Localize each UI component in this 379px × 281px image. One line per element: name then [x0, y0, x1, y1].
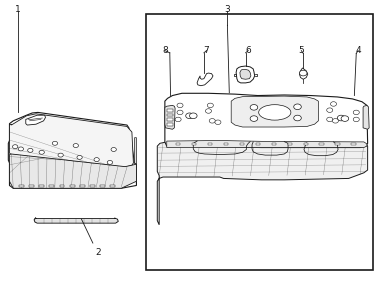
Polygon shape	[231, 96, 318, 127]
Circle shape	[28, 148, 33, 152]
Bar	[90, 185, 95, 187]
Circle shape	[207, 103, 213, 108]
Circle shape	[13, 145, 18, 149]
Bar	[100, 185, 105, 187]
Bar	[240, 143, 244, 145]
Circle shape	[209, 119, 215, 123]
Circle shape	[177, 110, 183, 115]
Circle shape	[294, 104, 301, 110]
Bar	[29, 185, 34, 187]
Polygon shape	[167, 140, 367, 148]
Polygon shape	[165, 93, 368, 148]
Polygon shape	[240, 69, 251, 79]
Polygon shape	[9, 154, 136, 188]
Bar	[272, 143, 276, 145]
Circle shape	[294, 115, 301, 121]
Bar	[49, 185, 54, 187]
Circle shape	[205, 109, 211, 113]
Circle shape	[353, 117, 359, 122]
Bar	[224, 143, 228, 145]
Polygon shape	[26, 115, 45, 125]
Polygon shape	[197, 73, 213, 86]
Text: 3: 3	[224, 5, 230, 14]
Bar	[208, 143, 212, 145]
Text: 6: 6	[245, 46, 251, 55]
Bar	[39, 185, 44, 187]
Ellipse shape	[258, 105, 291, 120]
Bar	[167, 123, 173, 126]
Polygon shape	[135, 138, 136, 164]
Bar	[304, 143, 308, 145]
Polygon shape	[157, 140, 368, 225]
Circle shape	[337, 115, 345, 121]
Bar	[335, 143, 340, 145]
Circle shape	[327, 108, 333, 112]
Circle shape	[299, 70, 307, 76]
Bar	[70, 185, 75, 187]
Polygon shape	[34, 218, 118, 223]
Circle shape	[250, 116, 258, 121]
Circle shape	[186, 113, 193, 119]
Bar	[176, 143, 180, 145]
Circle shape	[18, 147, 23, 151]
Circle shape	[52, 141, 58, 145]
Bar	[167, 109, 173, 112]
Circle shape	[190, 113, 197, 119]
Circle shape	[341, 116, 349, 121]
Circle shape	[111, 148, 116, 151]
Bar	[192, 143, 196, 145]
Circle shape	[250, 105, 258, 110]
Circle shape	[327, 117, 333, 122]
Bar	[110, 185, 115, 187]
Circle shape	[175, 117, 181, 122]
Bar	[80, 185, 85, 187]
Text: 8: 8	[162, 46, 168, 55]
Bar	[167, 114, 173, 116]
Circle shape	[77, 155, 82, 159]
Text: 1: 1	[15, 5, 21, 14]
Polygon shape	[363, 105, 369, 129]
Circle shape	[332, 119, 338, 123]
Text: 4: 4	[356, 46, 361, 55]
Circle shape	[330, 102, 337, 106]
Circle shape	[39, 150, 44, 154]
Circle shape	[215, 120, 221, 124]
Bar	[60, 185, 64, 187]
Polygon shape	[165, 105, 175, 129]
Circle shape	[58, 153, 63, 157]
Text: 7: 7	[204, 46, 210, 55]
Polygon shape	[236, 66, 255, 83]
Circle shape	[353, 110, 359, 115]
Text: 5: 5	[298, 46, 304, 55]
Polygon shape	[8, 112, 136, 188]
Circle shape	[107, 160, 113, 164]
Bar	[19, 185, 24, 187]
Bar	[351, 143, 356, 145]
Circle shape	[94, 158, 99, 162]
Bar	[319, 143, 324, 145]
Text: 2: 2	[96, 248, 101, 257]
Polygon shape	[299, 68, 308, 79]
Circle shape	[177, 103, 183, 108]
Circle shape	[73, 144, 78, 148]
Bar	[146, 14, 373, 270]
Polygon shape	[9, 114, 133, 167]
Bar	[255, 143, 260, 145]
Bar	[288, 143, 292, 145]
Bar	[167, 118, 173, 121]
